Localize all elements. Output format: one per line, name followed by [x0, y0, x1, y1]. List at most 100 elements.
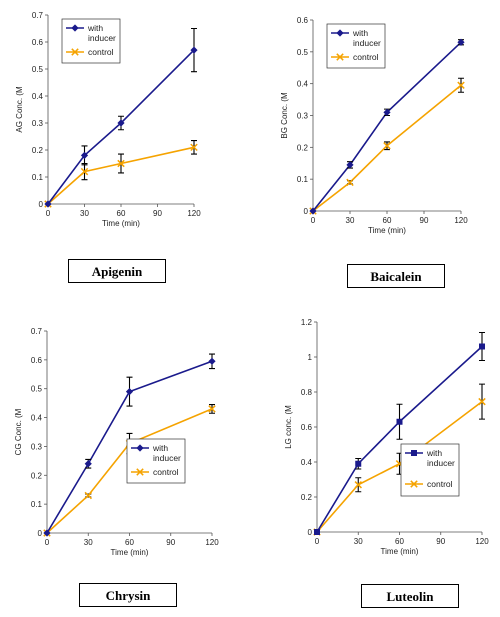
- legend-box: [126, 438, 186, 484]
- data-point: [354, 481, 362, 489]
- x-axis-title: Time (min): [368, 226, 406, 235]
- chart-panel-1: 0 0.1 0.2 0.3 0.4 0.5 0.6 0 30 60 90 120 Time (min) B…: [280, 16, 468, 235]
- y-tick-label: 0: [304, 207, 309, 216]
- legend-label-control: control: [353, 52, 379, 62]
- data-point: [383, 108, 391, 116]
- legend-label-control: control: [153, 467, 179, 477]
- x-axis-title: Time (min): [381, 547, 419, 556]
- x-tick-label: 120: [475, 537, 489, 546]
- legend-box: [61, 18, 121, 64]
- y-tick-label: 0.2: [297, 143, 309, 152]
- y-tick-label: 0.5: [297, 48, 309, 57]
- legend-marker-control: [410, 480, 418, 488]
- legend-marker-with-inducer: [336, 29, 344, 37]
- y-tick-label: 0.5: [31, 385, 43, 394]
- x-tick-label: 120: [187, 209, 201, 218]
- data-point: [208, 405, 216, 413]
- y-tick-label: 0.6: [31, 356, 43, 365]
- y-tick-label: 0.3: [297, 112, 309, 121]
- series-with-inducer: [43, 353, 216, 537]
- y-tick-label: 0.5: [32, 65, 44, 74]
- legend-marker-control: [336, 53, 344, 61]
- compound-label-apigenin: Apigenin: [68, 259, 166, 283]
- x-tick-label: 60: [117, 209, 126, 218]
- y-tick-label: 0: [308, 528, 313, 537]
- y-tick-label: 1: [308, 353, 313, 362]
- y-tick-label: 0.3: [32, 119, 44, 128]
- y-tick-label: 0.4: [297, 80, 309, 89]
- x-tick-label: 0: [315, 537, 320, 546]
- y-axis-title: AG Conc. (M: [15, 86, 24, 133]
- data-point: [43, 529, 51, 537]
- data-point: [457, 38, 465, 46]
- legend-label-with-inducer: inducer: [427, 458, 455, 468]
- data-point: [208, 357, 216, 365]
- x-tick-label: 0: [311, 216, 316, 225]
- legend-box: [326, 23, 386, 69]
- x-tick-label: 60: [125, 538, 134, 547]
- y-axis-title: LG conc. (M: [284, 405, 293, 449]
- x-tick-label: 60: [383, 216, 392, 225]
- data-point: [84, 460, 92, 468]
- y-tick-label: 1.2: [301, 318, 313, 327]
- series-with-inducer: [44, 27, 198, 208]
- legend-label-control: control: [88, 47, 114, 57]
- chart-panel-0: 0 0.1 0.2 0.3 0.4 0.5 0.6 0.7 0 30 60 90 120 Time (mi…: [15, 11, 201, 228]
- series-line: [46, 408, 213, 534]
- chart-panel-2: 0 0.1 0.2 0.3 0.4 0.5 0.6 0.7 0 30 60 90 120 Time (mi…: [14, 327, 219, 557]
- y-tick-label: 0.1: [31, 500, 43, 509]
- data-point: [314, 529, 320, 535]
- series-line: [46, 360, 213, 534]
- x-tick-label: 30: [354, 537, 363, 546]
- data-point: [44, 200, 52, 208]
- compound-label-baicalein: Baicalein: [347, 264, 445, 288]
- legend-label-control: control: [427, 479, 453, 489]
- y-axis-title: BG Conc. (M: [280, 92, 289, 139]
- x-tick-label: 0: [45, 538, 50, 547]
- legend-marker-with-inducer: [136, 444, 144, 452]
- y-tick-label: 0.6: [32, 38, 44, 47]
- legend-label-with-inducer: with: [87, 23, 103, 33]
- x-tick-label: 90: [420, 216, 429, 225]
- data-point: [190, 143, 198, 152]
- data-point: [117, 119, 125, 127]
- data-point: [190, 46, 198, 54]
- y-tick-label: 0.2: [301, 493, 313, 502]
- data-point: [355, 460, 362, 467]
- x-axis-title: Time (min): [111, 548, 149, 557]
- legend-label-with-inducer: inducer: [153, 453, 181, 463]
- y-tick-label: 0.1: [32, 173, 44, 182]
- data-point: [479, 343, 485, 350]
- y-tick-label: 0.1: [297, 175, 309, 184]
- data-point: [457, 81, 465, 89]
- legend-label-with-inducer: inducer: [88, 33, 116, 43]
- y-tick-label: 0.6: [301, 423, 313, 432]
- x-tick-label: 0: [46, 209, 51, 218]
- data-point: [80, 167, 89, 176]
- series-line: [316, 400, 483, 533]
- x-axis-title: Time (min): [102, 219, 140, 228]
- x-tick-label: 90: [153, 209, 162, 218]
- data-point: [117, 159, 125, 168]
- x-tick-label: 60: [395, 537, 404, 546]
- series-line: [312, 84, 462, 212]
- chart-panel-3: 0 0.2 0.4 0.6 0.8 1 1.2 0 30 60 90 120 Time (min) LG …: [284, 318, 489, 556]
- x-tick-label: 120: [454, 216, 468, 225]
- y-tick-label: 0: [38, 529, 43, 538]
- x-tick-label: 30: [346, 216, 355, 225]
- series-control: [44, 140, 198, 208]
- legend-label-with-inducer: with: [152, 443, 168, 453]
- y-tick-label: 0.8: [301, 388, 313, 397]
- legend-marker-with-inducer: [71, 24, 79, 32]
- x-tick-label: 120: [205, 538, 219, 547]
- data-point: [346, 178, 354, 187]
- y-tick-label: 0.4: [32, 92, 44, 101]
- legend-marker-control: [71, 48, 79, 56]
- legend-marker-with-inducer: [411, 450, 417, 456]
- y-tick-label: 0.2: [32, 146, 44, 155]
- series-line: [316, 345, 483, 533]
